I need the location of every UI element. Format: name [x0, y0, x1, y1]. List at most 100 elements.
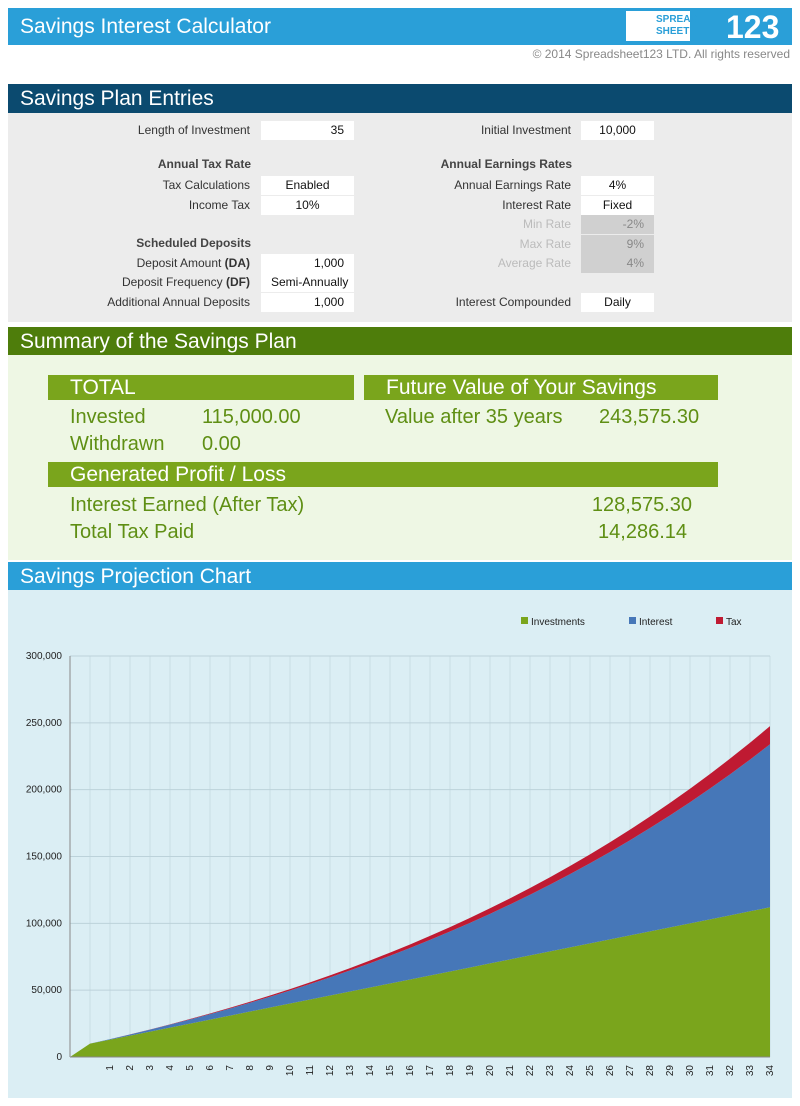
- x-tick-label: 33: [745, 1065, 756, 1077]
- x-tick-label: 16: [405, 1065, 416, 1077]
- field-label: Length of Investment: [10, 122, 250, 138]
- chart: 0 50,000 100,000 150,000 200,000 250,000 300,0…: [8, 590, 792, 1098]
- x-tick-label: 14: [365, 1065, 376, 1077]
- label-text: Income Tax: [188, 198, 250, 212]
- logo-top: SPREAD: [656, 14, 698, 25]
- field-value: 10,000: [581, 121, 654, 140]
- x-tick-label: 34: [765, 1065, 776, 1077]
- field-value: -2%: [581, 215, 654, 234]
- field-value: 10%: [261, 196, 354, 215]
- section-bar: Savings Projection Chart: [8, 562, 792, 590]
- x-tick-label: 28: [645, 1065, 656, 1077]
- field-label: Max Rate: [331, 236, 571, 252]
- x-tick-label: 22: [525, 1065, 536, 1077]
- x-tick-label: 12: [325, 1065, 336, 1077]
- x-tick-label: 3: [145, 1065, 156, 1071]
- group-heading: Annual Tax Rate: [157, 157, 251, 171]
- label: Value after 35 years: [385, 406, 563, 428]
- value: 243,575.30: [599, 406, 700, 428]
- label-text: Max Rate: [519, 237, 571, 251]
- x-tick-label: 10: [285, 1065, 296, 1077]
- x-tick-label: 15: [385, 1065, 396, 1077]
- value: 115,000.00: [202, 406, 301, 428]
- field-label: Deposit Frequency (DF): [10, 274, 250, 290]
- field-label: Deposit Amount (DA): [10, 255, 250, 271]
- label-text: Interest Rate: [502, 198, 571, 212]
- field-value: Semi-Annually: [261, 273, 354, 292]
- x-tick-label: 30: [685, 1065, 696, 1077]
- label-text: Initial Investment: [480, 123, 571, 137]
- field-value: 1,000: [261, 293, 354, 312]
- value: 128,575.30: [591, 494, 692, 516]
- label-text: Length of Investment: [137, 123, 250, 137]
- label: Total Tax Paid: [70, 521, 195, 543]
- x-tick-label: 13: [345, 1065, 356, 1077]
- summary-panel: TOTAL Future Value of Your Savings Inves…: [8, 355, 792, 560]
- x-tick-label: 25: [585, 1065, 596, 1077]
- logo: SPREAD SHEET: [626, 11, 698, 41]
- legend-swatch: [629, 617, 636, 624]
- label-text: Interest Compounded: [455, 295, 571, 309]
- field-label: Additional Annual Deposits: [10, 294, 250, 310]
- x-tick-label: 17: [425, 1065, 436, 1077]
- field-label: Initial Investment: [331, 122, 571, 138]
- field-label: Income Tax: [10, 197, 250, 213]
- section-title: Savings Plan Entries: [20, 87, 214, 110]
- field-label: Tax Calculations: [10, 177, 250, 193]
- copyright: © 2014 Spreadsheet123 LTD. All rights re…: [532, 47, 790, 61]
- label-text: Deposit Frequency: [121, 275, 223, 289]
- x-tick-label: 20: [485, 1065, 496, 1077]
- field-label: Interest Rate: [331, 197, 571, 213]
- x-tick-label: 4: [165, 1065, 176, 1071]
- y-tick-label: 200,000: [26, 785, 63, 796]
- field-value: 4%: [581, 254, 654, 273]
- x-tick-label: 5: [185, 1065, 196, 1071]
- legend-label: Investments: [531, 617, 585, 628]
- x-tick-label: 7: [225, 1065, 236, 1071]
- label-text: Tax Calculations: [162, 178, 250, 192]
- logo-number: 123: [726, 9, 780, 45]
- field-value: Enabled: [261, 176, 354, 195]
- label-text: Min Rate: [522, 217, 571, 231]
- label: Invested: [70, 406, 146, 428]
- box-heading: Future Value of Your Savings: [364, 375, 718, 400]
- label-text: Annual Earnings Rate: [454, 178, 571, 192]
- y-tick-label: 50,000: [31, 985, 62, 996]
- y-tick-label: 100,000: [26, 918, 63, 929]
- field-label: Interest Compounded: [331, 294, 571, 310]
- x-tick-label: 19: [465, 1065, 476, 1077]
- label-text: Average Rate: [497, 256, 571, 270]
- y-tick-label: 250,000: [26, 718, 63, 729]
- value: 14,286.14: [598, 521, 687, 543]
- y-tick-label: 300,000: [26, 651, 63, 662]
- field-value: 35: [261, 121, 354, 140]
- x-tick-label: 1: [105, 1065, 116, 1071]
- section-bar: Savings Plan Entries: [8, 84, 792, 113]
- x-tick-label: 11: [305, 1065, 316, 1076]
- section-bar: Summary of the Savings Plan: [8, 327, 792, 355]
- value: 0.00: [202, 433, 241, 455]
- field-value: Daily: [581, 293, 654, 312]
- app-title: Savings Interest Calculator: [20, 15, 271, 38]
- box-heading: Generated Profit / Loss: [48, 462, 718, 487]
- label-text: Deposit Amount: [136, 256, 222, 270]
- field-value: 1,000: [261, 254, 354, 273]
- y-tick-label: 150,000: [26, 852, 63, 863]
- legend-swatch: [716, 617, 723, 624]
- x-tick-label: 18: [445, 1065, 456, 1077]
- area: [70, 744, 770, 1057]
- field-value: 9%: [581, 235, 654, 254]
- label-text: Additional Annual Deposits: [107, 295, 250, 309]
- x-tick-label: 21: [505, 1065, 516, 1077]
- field-label: Annual Earnings Rate: [331, 177, 571, 193]
- x-tick-label: 6: [205, 1065, 216, 1071]
- label: Interest Earned (After Tax): [70, 494, 305, 516]
- field-label: Min Rate: [331, 216, 571, 232]
- section-title: Summary of the Savings Plan: [20, 330, 297, 353]
- label: Withdrawn: [70, 433, 165, 455]
- x-tick-label: 31: [705, 1065, 716, 1077]
- box-heading: TOTAL: [48, 375, 354, 400]
- x-tick-label: 26: [605, 1065, 616, 1077]
- group-heading: Annual Earnings Rates: [440, 157, 572, 171]
- group-heading: Scheduled Deposits: [136, 236, 251, 250]
